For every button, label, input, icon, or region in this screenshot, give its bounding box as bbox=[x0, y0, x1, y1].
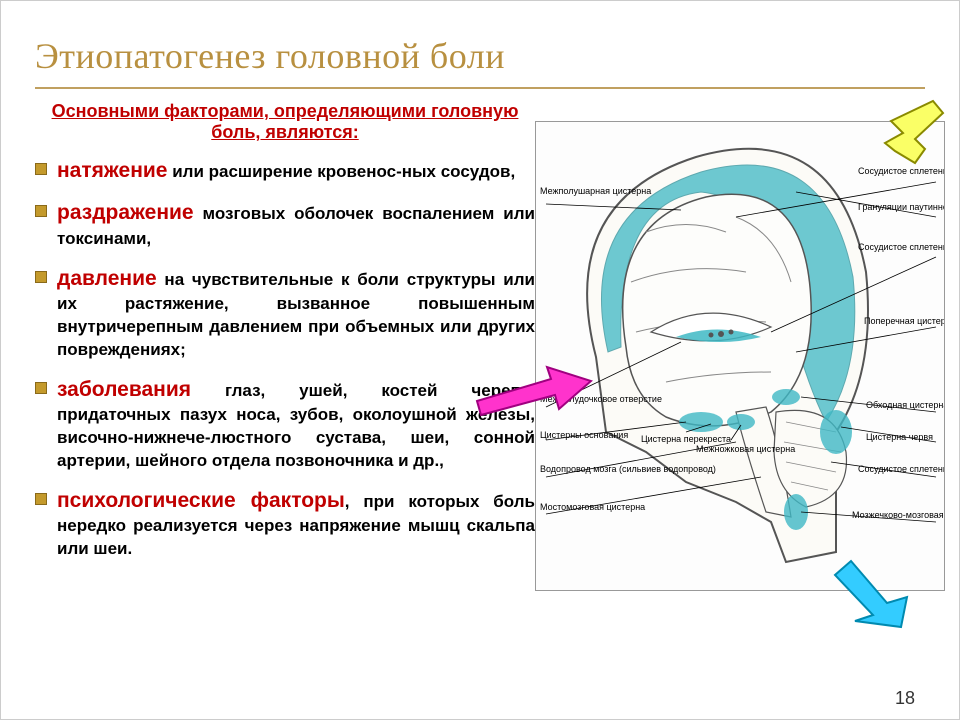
factor-lead: психологические факторы bbox=[57, 489, 345, 512]
diagram-label: Сосудистое сплетение IV желудочка bbox=[858, 464, 945, 474]
left-column: Основными факторами, определяющими голов… bbox=[35, 101, 545, 661]
arrow-cyan-icon bbox=[815, 541, 915, 641]
diagram-label: Обходная цистерна bbox=[866, 400, 945, 410]
diagram-label: Мозжечково-мозговая цистерна и срединная… bbox=[852, 510, 945, 520]
factor-item: натяжение или расширение кровенос-ных со… bbox=[35, 157, 535, 185]
brain-svg: Межполушарная цистерна Межжелудочковое о… bbox=[536, 122, 945, 591]
diagram-label: Цистерны основания bbox=[540, 430, 628, 440]
page-number: 18 bbox=[895, 688, 915, 709]
diagram-label: Межполушарная цистерна bbox=[540, 186, 651, 196]
diagram-label: Мостомозговая цистерна bbox=[540, 502, 645, 512]
right-column: Межполушарная цистерна Межжелудочковое о… bbox=[545, 101, 949, 661]
arrow-yellow-icon bbox=[875, 95, 945, 175]
diagram-label: Грануляции паутинной оболочки (пахионовы… bbox=[858, 202, 945, 212]
subtitle: Основными факторами, определяющими голов… bbox=[35, 101, 535, 143]
diagram-label: Межножковая цистерна bbox=[696, 444, 795, 454]
diagram-label: Поперечная цистерна bbox=[864, 316, 945, 326]
slide: Этиопатогенез головной боли Основными фа… bbox=[0, 0, 960, 720]
diagram-label: Водопровод мозга (сильвиев водопровод) bbox=[540, 464, 716, 474]
factor-lead: заболевания bbox=[57, 378, 191, 401]
slide-title: Этиопатогенез головной боли bbox=[35, 35, 925, 77]
diagram-label: Сосудистое сплетение III желудочка bbox=[858, 242, 945, 252]
diagram-label: Цистерна перекреста bbox=[641, 434, 731, 444]
factor-lead: натяжение bbox=[57, 159, 167, 182]
arrow-magenta-icon bbox=[473, 361, 593, 421]
title-wrap: Этиопатогенез головной боли bbox=[35, 29, 925, 89]
factor-item: давление на чувствительные к боли структ… bbox=[35, 265, 535, 362]
factors-list: натяжение или расширение кровенос-ных со… bbox=[35, 157, 535, 561]
factor-rest: или расширение кровенос-ных сосудов, bbox=[167, 162, 515, 181]
content-row: Основными факторами, определяющими голов… bbox=[1, 95, 959, 661]
factor-item: психологические факторы, при которых бол… bbox=[35, 487, 535, 561]
diagram-label: Цистерна червя bbox=[866, 432, 933, 442]
factor-lead: раздражение bbox=[57, 201, 194, 224]
factor-item: заболевания глаз, ушей, костей черепа, п… bbox=[35, 376, 535, 473]
factor-lead: давление bbox=[57, 267, 157, 290]
factor-item: раздражение мозговых оболочек воспаление… bbox=[35, 199, 535, 250]
brain-diagram: Межполушарная цистерна Межжелудочковое о… bbox=[535, 121, 945, 591]
